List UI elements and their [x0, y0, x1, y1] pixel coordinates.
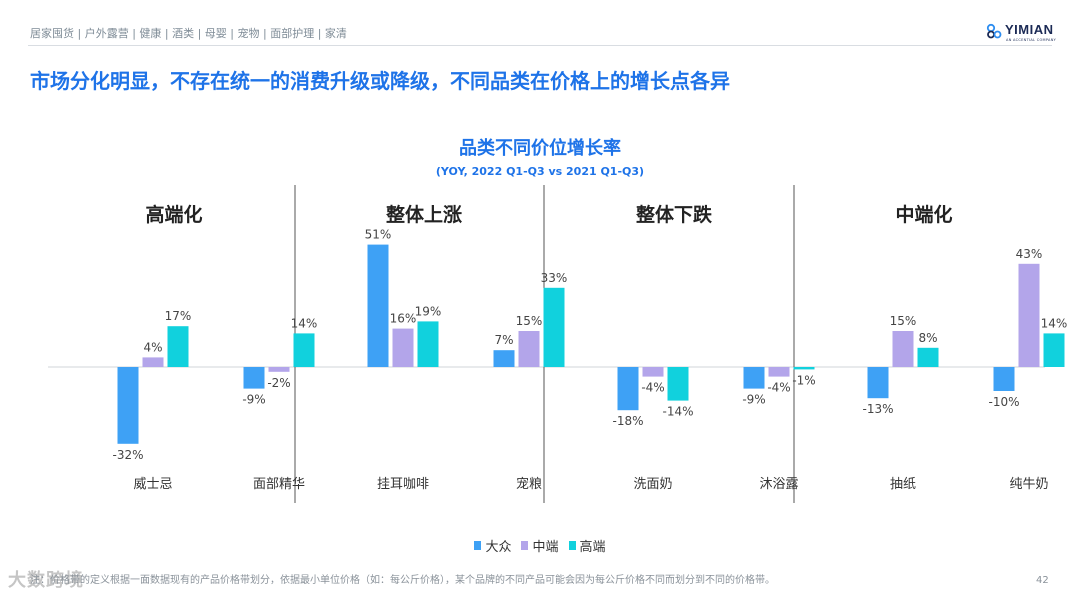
bar-value-label: 33% [541, 271, 568, 285]
header-divider [28, 45, 1052, 46]
chart-title: 品类不同价位增长率 [459, 138, 621, 159]
bar [367, 244, 389, 367]
bar [768, 367, 790, 377]
bar-value-label: -18% [612, 414, 643, 428]
bar [392, 328, 414, 367]
bar [917, 347, 939, 367]
group-label: 整体下跌 [636, 203, 713, 226]
legend-swatch-mid [521, 541, 529, 550]
legend-item-mass: 大众 [474, 536, 511, 555]
legend-label-high: 高端 [579, 540, 606, 555]
category-label: 宠粮 [516, 476, 542, 492]
bar-value-label: -1% [792, 373, 815, 387]
bar [867, 367, 889, 399]
page-headline: 市场分化明显，不存在统一的消费升级或降级，不同品类在价格上的增长点各异 [30, 69, 730, 93]
chart-legend: 大众 中端 高端 [0, 536, 1080, 555]
bar-value-label: -14% [662, 405, 693, 419]
legend-swatch-mass [474, 541, 482, 550]
bar [417, 321, 439, 367]
bar [642, 367, 664, 377]
chart-subtitle: (YOY, 2022 Q1-Q3 vs 2021 Q1-Q3) [435, 165, 645, 178]
bar [793, 367, 815, 370]
bar [892, 331, 914, 367]
bar [1018, 263, 1040, 367]
bar [518, 331, 540, 367]
bar [268, 367, 290, 372]
bar-value-label: 14% [1041, 316, 1068, 330]
bar-value-label: -9% [742, 393, 765, 407]
watermark-text: 大数跨境 [8, 570, 84, 591]
bar-value-label: -9% [242, 393, 265, 407]
bar-value-label: 8% [918, 331, 937, 345]
bar [142, 357, 164, 367]
legend-item-mid: 中端 [521, 536, 559, 555]
bar-value-label: -32% [112, 448, 143, 462]
breadcrumb: 居家囤货 | 户外露营 | 健康 | 酒类 | 母婴 | 宠物 | 面部护理 |… [30, 27, 347, 40]
bar-value-label: 43% [1016, 247, 1043, 261]
bar-value-label: -4% [641, 381, 664, 395]
category-label: 抽纸 [890, 477, 916, 492]
bar-value-label: 17% [165, 309, 192, 323]
bar-value-label: -13% [862, 402, 893, 416]
category-label: 威士忌 [133, 477, 172, 492]
category-label: 沐浴露 [759, 477, 798, 492]
brand-name: YIMIAN [1005, 22, 1054, 37]
bar [293, 333, 315, 367]
bar [743, 367, 765, 389]
bar-value-label: -2% [267, 376, 290, 390]
bar-value-label: 15% [516, 314, 543, 328]
footnote: 注：价格带的定义根据一面数据现有的产品价格带划分，依据最小单位价格（如：每公斤价… [30, 575, 775, 586]
bar [617, 367, 639, 411]
legend-item-high: 高端 [568, 536, 606, 555]
bar-value-label: 15% [890, 314, 917, 328]
bar-value-label: 51% [365, 228, 392, 242]
category-label: 纯牛奶 [1009, 477, 1048, 492]
legend-swatch-high [568, 541, 576, 550]
bar [167, 326, 189, 367]
bar-value-label: -4% [767, 381, 790, 395]
bar [667, 367, 689, 401]
group-label: 整体上涨 [386, 203, 462, 226]
group-label: 高端化 [145, 203, 202, 226]
page-number: 42 [1036, 575, 1049, 586]
brand-tagline: AN ACCENTIAL COMPANY [1006, 38, 1057, 42]
logo-icon [986, 23, 1002, 39]
bar-value-label: -10% [988, 395, 1019, 409]
bar-value-label: 14% [291, 316, 318, 330]
legend-label-mid: 中端 [532, 540, 559, 555]
bar [993, 367, 1015, 391]
group-label: 中端化 [895, 203, 952, 226]
category-label: 面部精华 [253, 477, 305, 492]
bar-value-label: 19% [415, 304, 442, 318]
category-label: 洗面奶 [633, 477, 672, 492]
bar-value-label: 7% [494, 333, 513, 347]
bar [543, 287, 565, 367]
bar-value-label: 4% [143, 340, 162, 354]
brand-logo: YIMIAN AN ACCENTIAL COMPANY [986, 20, 1056, 46]
bar-value-label: 16% [390, 312, 417, 326]
category-label: 挂耳咖啡 [377, 477, 429, 492]
bar [243, 367, 265, 389]
bar [117, 367, 139, 444]
legend-label-mass: 大众 [485, 540, 512, 555]
bar [1043, 333, 1065, 367]
bar [493, 350, 515, 367]
